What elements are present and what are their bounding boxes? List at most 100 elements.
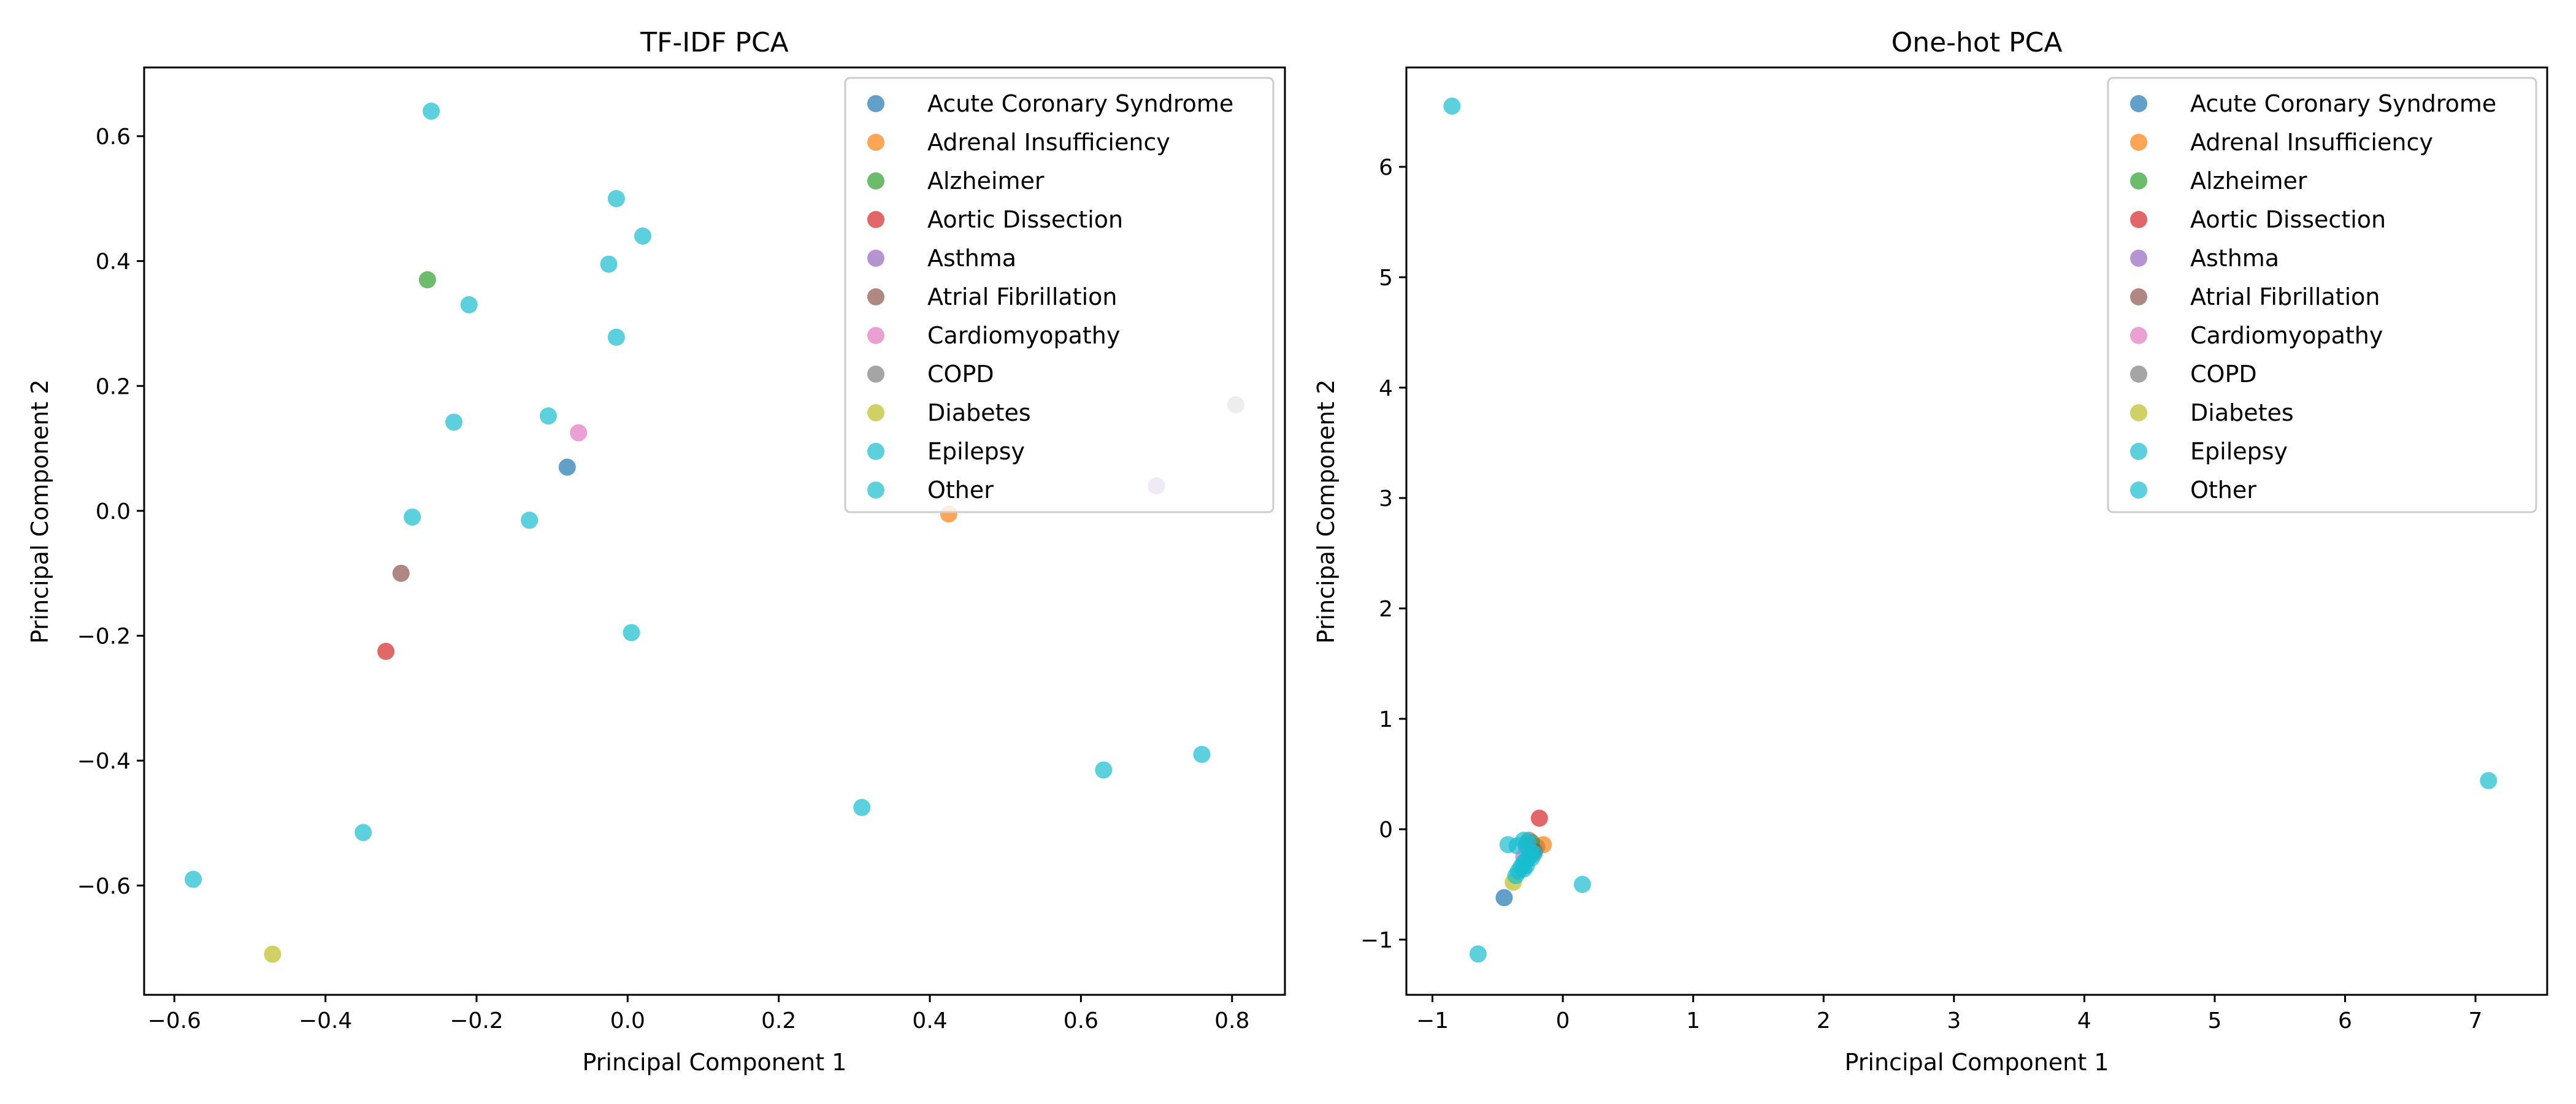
- tfidf-x-tick-label: −0.2: [450, 1008, 503, 1033]
- tfidf-pca-plot: TF-IDF PCA Principal Component 1 Princip…: [26, 27, 1286, 1076]
- onehot-point: [1443, 98, 1461, 115]
- tfidf-x-tick-label: 0.0: [610, 1008, 645, 1033]
- tfidf-point: [570, 424, 588, 442]
- tfidf-x-tick-label: −0.6: [148, 1008, 201, 1033]
- onehot-legend-label: Aortic Dissection: [2190, 206, 2386, 233]
- onehot-y-tick-label: 0: [1379, 818, 1393, 843]
- onehot-y-tick-label: −1: [1360, 928, 1393, 953]
- tfidf-legend-marker: [867, 211, 884, 228]
- tfidf-point: [558, 458, 576, 476]
- onehot-point: [1530, 810, 1548, 827]
- tfidf-x-ticks: −0.6 −0.4 −0.2 0.0 0.2 0.4 0.6 0.8: [148, 995, 1249, 1033]
- onehot-legend: Acute Coronary Syndrome Adrenal Insuffici…: [2107, 77, 2537, 513]
- tfidf-x-tick-label: 0.4: [912, 1008, 947, 1033]
- onehot-y-tick-label: 5: [1379, 266, 1393, 291]
- onehot-x-ticks: −1 0 1 2 3 4 5 6 7: [1416, 995, 2483, 1033]
- onehot-y-tick-label: 4: [1379, 376, 1393, 401]
- onehot-x-tick-label: 3: [1947, 1008, 1961, 1033]
- onehot-point: [1495, 889, 1513, 907]
- tfidf-legend-label: Epilepsy: [927, 438, 1025, 465]
- tfidf-legend-label: Atrial Fibrillation: [927, 283, 1117, 310]
- tfidf-legend-label: Aortic Dissection: [927, 206, 1123, 233]
- tfidf-legend-label: Other: [927, 477, 994, 504]
- onehot-pca-plot: One-hot PCA Principal Component 1 Princi…: [1313, 27, 2548, 1076]
- tfidf-legend-label: Acute Coronary Syndrome: [927, 90, 1233, 117]
- tfidf-point: [607, 328, 625, 346]
- tfidf-point: [1095, 761, 1113, 779]
- onehot-y-tick-label: 2: [1379, 597, 1393, 622]
- tfidf-plot-title: TF-IDF PCA: [640, 27, 789, 58]
- onehot-x-tick-label: 1: [1686, 1008, 1700, 1033]
- tfidf-x-tick-label: 0.8: [1214, 1008, 1249, 1033]
- onehot-x-tick-label: 4: [2077, 1008, 2091, 1033]
- tfidf-point: [185, 870, 202, 888]
- tfidf-point: [404, 508, 421, 526]
- tfidf-point: [1193, 746, 1211, 763]
- tfidf-y-tick-label: 0.4: [96, 250, 131, 275]
- tfidf-y-axis-label: Principal Component 2: [26, 380, 53, 644]
- tfidf-legend-label: Diabetes: [927, 399, 1031, 426]
- onehot-point: [2480, 772, 2497, 789]
- onehot-legend-marker: [2130, 443, 2147, 460]
- tfidf-point: [853, 799, 871, 816]
- onehot-legend-label: Asthma: [2190, 245, 2279, 272]
- onehot-legend-label: Other: [2190, 477, 2256, 504]
- tfidf-point: [623, 624, 640, 642]
- tfidf-legend-entries: Acute Coronary Syndrome Adrenal Insuffici…: [867, 90, 1233, 504]
- tfidf-plot-frame: [143, 66, 1286, 996]
- tfidf-y-ticks: −0.6 −0.4 −0.2 0.0 0.2 0.4 0.6: [77, 125, 144, 899]
- onehot-legend-label: COPD: [2190, 361, 2257, 388]
- onehot-legend-marker: [2130, 366, 2147, 383]
- tfidf-point: [445, 413, 463, 431]
- tfidf-point: [607, 190, 625, 207]
- tfidf-legend: Acute Coronary Syndrome Adrenal Insuffici…: [844, 77, 1275, 513]
- tfidf-point: [460, 296, 478, 313]
- onehot-y-tick-label: 1: [1379, 707, 1393, 732]
- tfidf-point: [521, 512, 539, 529]
- tfidf-legend-marker: [867, 366, 884, 383]
- onehot-x-tick-label: 5: [2207, 1008, 2221, 1033]
- onehot-legend-marker: [2130, 404, 2147, 421]
- tfidf-legend-label: COPD: [927, 361, 994, 388]
- onehot-x-tick-label: −1: [1416, 1008, 1449, 1033]
- tfidf-legend-marker: [867, 327, 884, 344]
- tfidf-legend-marker: [867, 172, 884, 190]
- onehot-y-tick-label: 3: [1379, 486, 1393, 512]
- onehot-point: [1515, 860, 1533, 878]
- onehot-plot-title: One-hot PCA: [1892, 27, 2063, 58]
- tfidf-legend-box: [844, 77, 1275, 513]
- tfidf-legend-marker: [867, 481, 884, 499]
- tfidf-legend-label: Asthma: [927, 245, 1016, 272]
- tfidf-x-tick-label: −0.4: [299, 1008, 352, 1033]
- tfidf-legend-marker: [867, 443, 884, 460]
- tfidf-legend-label: Alzheimer: [927, 167, 1045, 194]
- onehot-point: [1573, 876, 1591, 893]
- tfidf-x-axis-label: Principal Component 1: [583, 1049, 847, 1076]
- tfidf-legend-marker: [867, 95, 884, 112]
- onehot-legend-label: Atrial Fibrillation: [2190, 283, 2380, 310]
- tfidf-point: [264, 945, 282, 963]
- onehot-legend-marker: [2130, 95, 2147, 112]
- tfidf-x-tick-label: 0.6: [1064, 1008, 1098, 1033]
- tfidf-point: [418, 271, 436, 289]
- onehot-legend-marker: [2130, 211, 2147, 228]
- onehot-legend-label: Alzheimer: [2190, 167, 2307, 194]
- onehot-legend-label: Cardiomyopathy: [2190, 322, 2383, 349]
- onehot-legend-label: Epilepsy: [2190, 438, 2288, 465]
- tfidf-point: [423, 102, 440, 120]
- onehot-x-tick-label: 0: [1556, 1008, 1570, 1033]
- tfidf-legend-marker: [867, 288, 884, 305]
- onehot-legend-marker: [2130, 134, 2147, 151]
- onehot-y-tick-label: 6: [1379, 155, 1393, 180]
- tfidf-y-tick-label: −0.4: [77, 749, 131, 774]
- onehot-legend-label: Adrenal Insufficiency: [2190, 129, 2433, 156]
- onehot-legend-marker: [2130, 288, 2147, 305]
- tfidf-x-tick-label: 0.2: [761, 1008, 796, 1033]
- tfidf-legend-marker: [867, 134, 884, 151]
- tfidf-point: [540, 407, 558, 425]
- onehot-legend-marker: [2130, 327, 2147, 344]
- tfidf-y-tick-label: 0.2: [96, 374, 131, 399]
- onehot-legend-box: [2107, 77, 2537, 513]
- onehot-y-ticks: −1 0 1 2 3 4 5 6: [1360, 155, 1406, 953]
